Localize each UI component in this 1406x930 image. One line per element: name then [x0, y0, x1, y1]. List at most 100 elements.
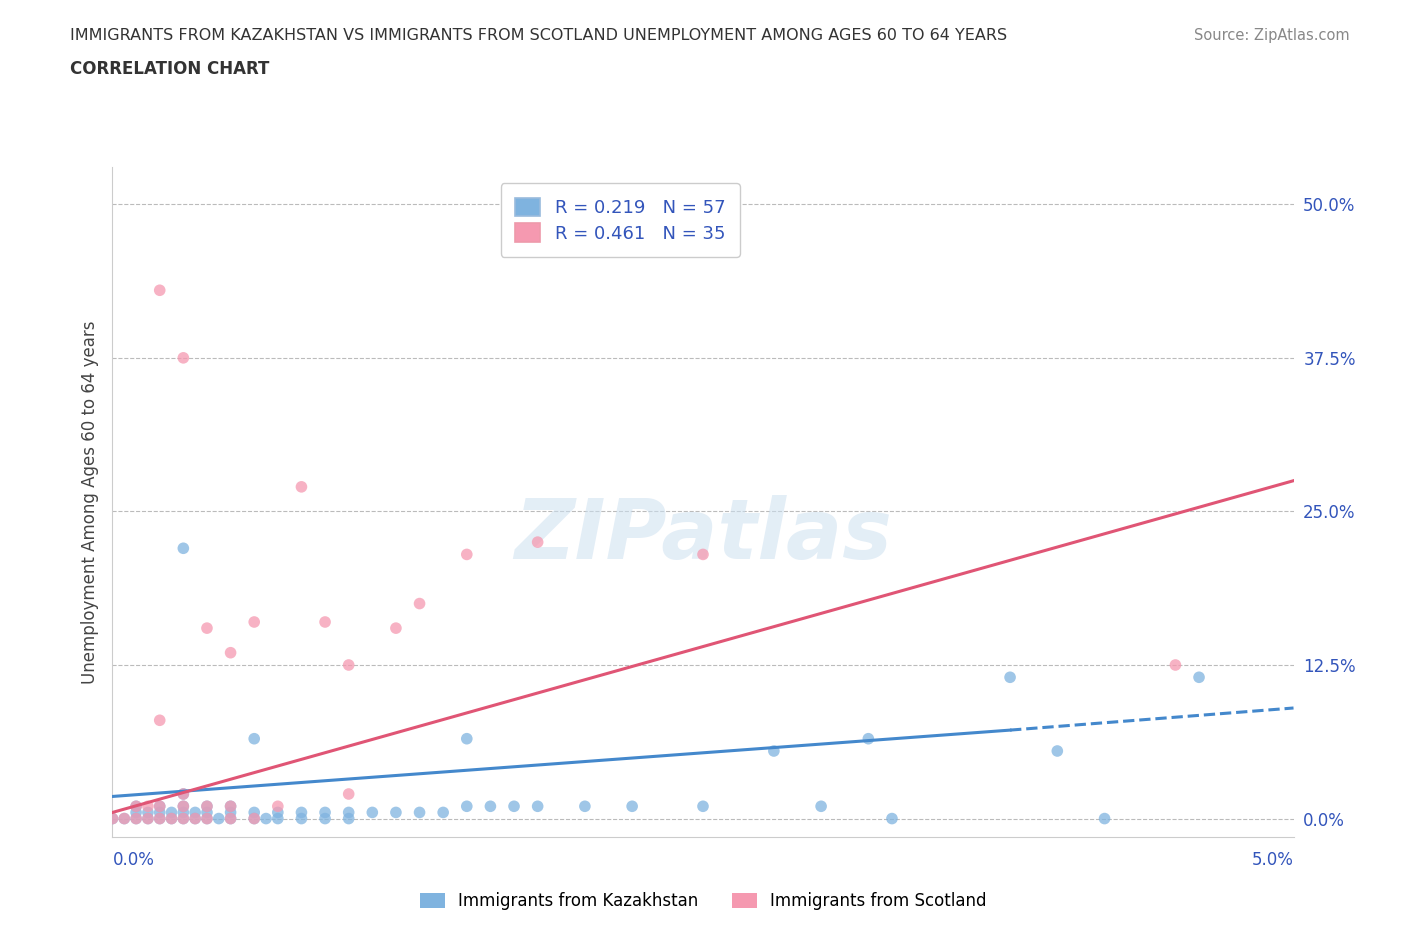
- Point: [998, 670, 1021, 684]
- Point: [1046, 744, 1069, 759]
- Point: [125, 799, 148, 814]
- Point: [125, 811, 148, 826]
- Point: [195, 811, 218, 826]
- Point: [526, 799, 548, 814]
- Point: [149, 805, 172, 820]
- Text: CORRELATION CHART: CORRELATION CHART: [70, 60, 270, 78]
- Point: [184, 811, 207, 826]
- Point: [361, 805, 384, 820]
- Point: [621, 799, 644, 814]
- Point: [172, 799, 194, 814]
- Point: [762, 744, 785, 759]
- Point: [112, 811, 135, 826]
- Point: [1188, 670, 1211, 684]
- Point: [574, 799, 596, 814]
- Text: Source: ZipAtlas.com: Source: ZipAtlas.com: [1194, 28, 1350, 43]
- Point: [136, 811, 159, 826]
- Point: [112, 811, 135, 826]
- Point: [160, 805, 183, 820]
- Point: [149, 283, 172, 298]
- Y-axis label: Unemployment Among Ages 60 to 64 years: Unemployment Among Ages 60 to 64 years: [80, 321, 98, 684]
- Point: [810, 799, 832, 814]
- Point: [456, 547, 478, 562]
- Point: [337, 787, 360, 802]
- Point: [526, 535, 548, 550]
- Point: [172, 787, 194, 802]
- Point: [337, 658, 360, 672]
- Text: 0.0%: 0.0%: [112, 851, 155, 869]
- Point: [219, 805, 242, 820]
- Point: [219, 645, 242, 660]
- Legend: R = 0.219   N = 57, R = 0.461   N = 35: R = 0.219 N = 57, R = 0.461 N = 35: [501, 183, 740, 257]
- Point: [149, 799, 172, 814]
- Point: [692, 547, 714, 562]
- Point: [219, 799, 242, 814]
- Point: [692, 799, 714, 814]
- Point: [456, 799, 478, 814]
- Point: [149, 811, 172, 826]
- Point: [160, 811, 183, 826]
- Point: [254, 811, 277, 826]
- Text: 5.0%: 5.0%: [1251, 851, 1294, 869]
- Point: [267, 811, 290, 826]
- Point: [880, 811, 903, 826]
- Point: [290, 811, 312, 826]
- Point: [195, 799, 218, 814]
- Point: [290, 479, 312, 494]
- Point: [184, 805, 207, 820]
- Point: [136, 805, 159, 820]
- Point: [385, 805, 408, 820]
- Point: [149, 712, 172, 727]
- Point: [858, 731, 880, 746]
- Point: [208, 811, 231, 826]
- Point: [243, 731, 266, 746]
- Point: [243, 615, 266, 630]
- Point: [314, 811, 336, 826]
- Point: [160, 811, 183, 826]
- Point: [149, 811, 172, 826]
- Point: [314, 615, 336, 630]
- Point: [125, 811, 148, 826]
- Point: [1094, 811, 1116, 826]
- Point: [136, 811, 159, 826]
- Point: [243, 805, 266, 820]
- Point: [195, 799, 218, 814]
- Point: [172, 541, 194, 556]
- Point: [408, 805, 430, 820]
- Point: [149, 799, 172, 814]
- Point: [125, 805, 148, 820]
- Point: [172, 799, 194, 814]
- Point: [456, 731, 478, 746]
- Point: [503, 799, 526, 814]
- Point: [479, 799, 502, 814]
- Point: [385, 620, 408, 635]
- Point: [195, 805, 218, 820]
- Point: [267, 805, 290, 820]
- Point: [290, 805, 312, 820]
- Point: [195, 811, 218, 826]
- Point: [172, 351, 194, 365]
- Point: [172, 811, 194, 826]
- Text: ZIPatlas: ZIPatlas: [515, 495, 891, 577]
- Point: [101, 811, 124, 826]
- Point: [219, 799, 242, 814]
- Point: [337, 811, 360, 826]
- Point: [125, 799, 148, 814]
- Point: [172, 787, 194, 802]
- Point: [267, 799, 290, 814]
- Point: [219, 811, 242, 826]
- Point: [243, 811, 266, 826]
- Point: [243, 811, 266, 826]
- Point: [314, 805, 336, 820]
- Point: [172, 811, 194, 826]
- Point: [219, 811, 242, 826]
- Point: [172, 805, 194, 820]
- Point: [432, 805, 454, 820]
- Point: [136, 799, 159, 814]
- Point: [195, 620, 218, 635]
- Text: IMMIGRANTS FROM KAZAKHSTAN VS IMMIGRANTS FROM SCOTLAND UNEMPLOYMENT AMONG AGES 6: IMMIGRANTS FROM KAZAKHSTAN VS IMMIGRANTS…: [70, 28, 1008, 43]
- Legend: Immigrants from Kazakhstan, Immigrants from Scotland: Immigrants from Kazakhstan, Immigrants f…: [413, 885, 993, 917]
- Point: [101, 811, 124, 826]
- Point: [337, 805, 360, 820]
- Point: [184, 811, 207, 826]
